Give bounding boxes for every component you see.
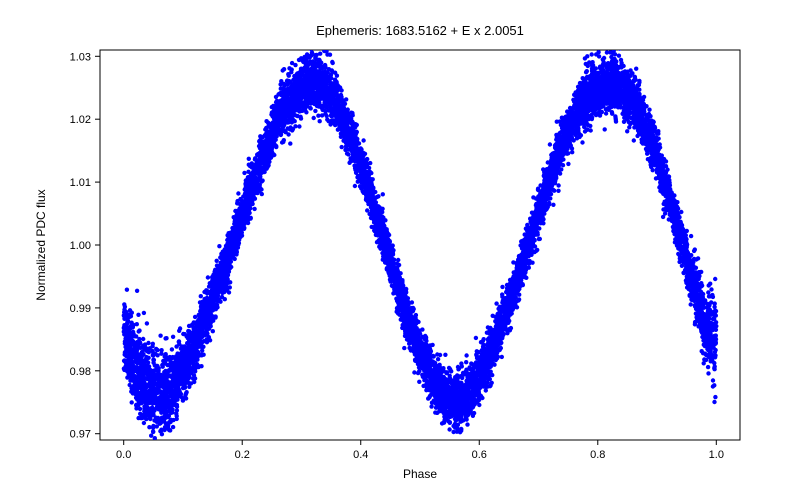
- y-tick-label: 1.01: [70, 177, 91, 189]
- y-tick-label: 1.02: [70, 114, 91, 126]
- x-tick-label: 0.4: [353, 449, 368, 461]
- x-tick-label: 1.0: [709, 449, 724, 461]
- y-tick-label: 1.03: [70, 51, 91, 63]
- y-tick-label: 0.99: [70, 303, 91, 315]
- chart-container: 0.0 0.2 0.4 0.6 0.8 1.0 0.97 0.98 0.99 1.00 1.01 1.…: [0, 0, 800, 500]
- x-tick-label: 0.0: [116, 449, 131, 461]
- y-tick-label: 0.97: [70, 429, 91, 441]
- phase-flux-scatter: 0.0 0.2 0.4 0.6 0.8 1.0 0.97 0.98 0.99 1.00 1.01 1.…: [0, 0, 800, 500]
- chart-title: Ephemeris: 1683.5162 + E x 2.0051: [316, 23, 524, 38]
- x-axis-label: Phase: [403, 467, 437, 481]
- y-tick-label: 1.00: [70, 240, 91, 252]
- y-axis-label: Normalized PDC flux: [34, 189, 48, 300]
- y-tick-label: 0.98: [70, 366, 91, 378]
- x-tick-label: 0.6: [472, 449, 487, 461]
- x-tick-label: 0.8: [590, 449, 605, 461]
- x-tick-label: 0.2: [235, 449, 250, 461]
